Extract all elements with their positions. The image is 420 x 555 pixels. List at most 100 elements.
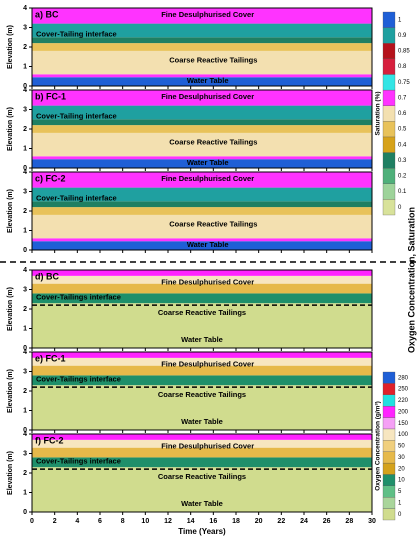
colorbar-swatch <box>382 105 396 122</box>
y-tick-label: 0 <box>23 427 27 434</box>
tailings-label: Coarse Reactive Tailings <box>158 308 246 317</box>
band <box>32 8 372 24</box>
colorbar-label: 0.1 <box>398 189 407 195</box>
panel-label: d) BC <box>35 271 59 281</box>
colorbar-label: 10 <box>398 478 405 484</box>
tailings-label: Coarse Reactive Tailings <box>169 56 257 65</box>
band <box>32 172 372 188</box>
band <box>32 214 372 239</box>
band <box>32 457 372 468</box>
panel-label: a) BC <box>35 9 59 19</box>
y-tick-label: 3 <box>23 450 27 457</box>
tailings-label: Coarse Reactive Tailings <box>169 138 257 147</box>
side-label: Oxygen Concentration, Saturation <box>406 207 416 353</box>
band <box>32 293 372 304</box>
interface-label: Cover-Tailings interface <box>36 292 121 301</box>
colorbar-label: 1 <box>398 17 402 23</box>
cover-label: Fine Desulphurised Cover <box>161 92 254 101</box>
cover-label: Fine Desulphurised Cover <box>161 174 254 183</box>
colorbar-swatch <box>382 497 396 509</box>
colorbar-label: 0.8 <box>398 64 407 70</box>
colorbar-swatch <box>382 58 396 75</box>
x-tick-label: 0 <box>30 518 34 525</box>
x-tick-label: 20 <box>255 518 263 525</box>
x-tick-label: 6 <box>98 518 102 525</box>
y-tick-label: 3 <box>23 368 27 375</box>
y-tick-label: 0 <box>23 165 27 172</box>
x-tick-label: 2 <box>53 518 57 525</box>
tailings-label: Coarse Reactive Tailings <box>158 472 246 481</box>
x-tick-label: 16 <box>209 518 217 525</box>
band <box>32 467 372 512</box>
y-axis-label: Elevation (m) <box>7 25 14 69</box>
cover-label: Fine Desulphurised Cover <box>161 360 254 369</box>
colorbar-swatch <box>382 11 396 28</box>
colorbar-swatch <box>382 485 396 498</box>
colorbar-label: 0.4 <box>398 142 407 148</box>
band <box>32 156 372 160</box>
y-tick-label: 4 <box>23 267 27 274</box>
colorbar-label: 50 <box>398 444 405 450</box>
interface-label: Cover-Tailings interface <box>36 456 121 465</box>
band <box>32 201 372 208</box>
interface-label: Cover-Tailing interface <box>36 29 117 38</box>
water-table-label: Water Table <box>187 76 229 85</box>
colorbar-swatch <box>382 74 396 91</box>
panel-label: c) FC-2 <box>35 173 66 183</box>
x-tick-label: 8 <box>121 518 125 525</box>
tailings-label: Coarse Reactive Tailings <box>158 390 246 399</box>
y-tick-label: 4 <box>23 349 27 356</box>
x-axis-label: Time (Years) <box>178 527 226 536</box>
band <box>32 90 372 106</box>
y-tick-label: 1 <box>23 325 27 332</box>
y-tick-label: 3 <box>23 24 27 31</box>
y-tick-label: 0 <box>23 345 27 352</box>
colorbar-swatch <box>382 27 396 44</box>
colorbar-label: 0.3 <box>398 158 407 164</box>
y-tick-label: 0 <box>23 83 27 90</box>
colorbar-swatch <box>382 508 396 521</box>
y-axis-label: Elevation (m) <box>7 287 14 331</box>
interface-label: Cover-Tailing interface <box>36 111 117 120</box>
band <box>32 43 372 51</box>
x-tick-label: 4 <box>75 518 79 525</box>
colorbar-label: 0.75 <box>398 80 410 86</box>
x-tick-label: 10 <box>141 518 149 525</box>
colorbar-label: 30 <box>398 455 405 461</box>
cover-label: Fine Desulphurised Cover <box>161 10 254 19</box>
band <box>32 50 372 75</box>
band <box>32 125 372 133</box>
colorbar-label: 0.5 <box>398 127 407 133</box>
x-tick-label: 30 <box>368 518 376 525</box>
band <box>32 357 372 366</box>
water-table-label: Water Table <box>181 417 223 426</box>
y-tick-label: 1 <box>23 489 27 496</box>
colorbar-swatch <box>382 462 396 475</box>
colorbar-swatch <box>382 371 396 384</box>
colorbar-label: 0.7 <box>398 95 407 101</box>
x-tick-label: 26 <box>323 518 331 525</box>
tailings-label: Coarse Reactive Tailings <box>169 220 257 229</box>
water-table-label: Water Table <box>181 335 223 344</box>
y-tick-label: 2 <box>23 44 27 51</box>
cover-label: Fine Desulphurised Cover <box>161 442 254 451</box>
colorbar-label: 0.2 <box>398 174 407 180</box>
colorbar-label: 0.6 <box>398 111 407 117</box>
band <box>32 439 372 448</box>
colorbar-swatch <box>382 183 396 200</box>
y-tick-label: 2 <box>23 306 27 313</box>
y-tick-label: 1 <box>23 227 27 234</box>
y-tick-label: 1 <box>23 407 27 414</box>
y-tick-label: 0 <box>23 247 27 254</box>
colorbar-swatch <box>382 89 396 106</box>
band <box>32 275 372 284</box>
y-axis-label: Elevation (m) <box>7 107 14 151</box>
x-tick-label: 14 <box>187 518 195 525</box>
colorbar-label: 20 <box>398 466 405 472</box>
colorbar-swatch <box>382 43 396 59</box>
colorbar-label: 200 <box>398 409 409 415</box>
band <box>32 187 372 202</box>
y-tick-label: 2 <box>23 208 27 215</box>
